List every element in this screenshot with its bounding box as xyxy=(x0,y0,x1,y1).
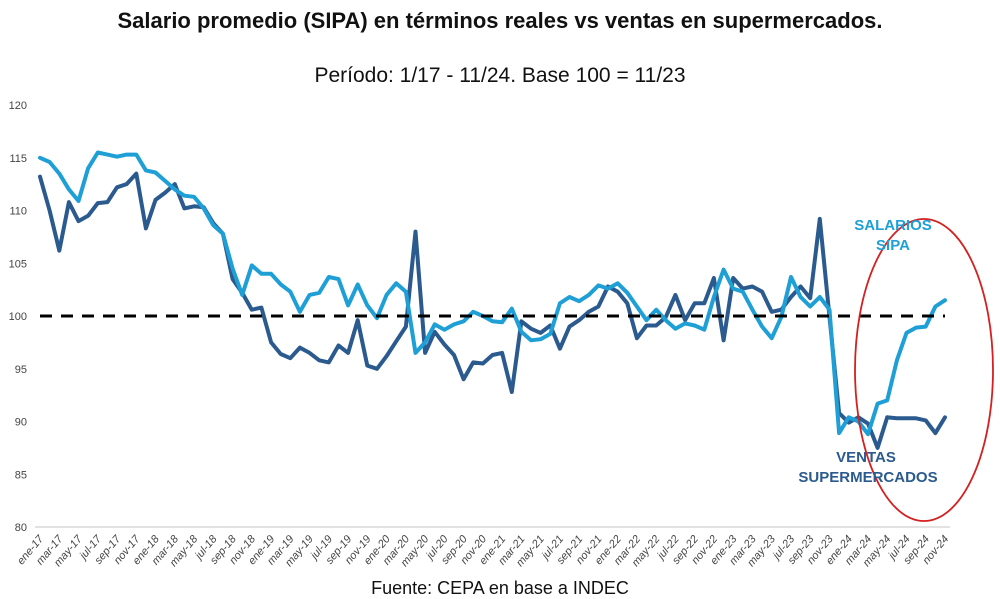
series-line-salarios-sipa xyxy=(38,150,947,437)
y-tick-label: 80 xyxy=(15,522,27,534)
y-tick-label: 105 xyxy=(9,258,27,270)
highlight-ellipse xyxy=(854,218,994,522)
y-tick-label: 120 xyxy=(9,100,27,112)
chart-subtitle: Período: 1/17 - 11/24. Base 100 = 11/23 xyxy=(314,64,686,87)
series-label-salarios: SIPA xyxy=(876,237,910,254)
series-line-ventas-supermercados xyxy=(38,171,947,450)
chart-title: Salario promedio (SIPA) en términos real… xyxy=(117,8,883,33)
y-tick-label: 110 xyxy=(9,206,27,218)
series-label-salarios: SALARIOS xyxy=(854,217,932,234)
y-tick-label: 100 xyxy=(9,311,27,323)
series-label-ventas: VENTAS xyxy=(836,449,896,466)
y-tick-label: 90 xyxy=(15,417,27,429)
chart-source: Fuente: CEPA en base a INDEC xyxy=(371,578,629,598)
y-tick-label: 115 xyxy=(9,153,27,165)
y-tick-label: 85 xyxy=(15,469,27,481)
y-tick-label: 95 xyxy=(15,364,27,376)
series-label-ventas: SUPERMERCADOS xyxy=(798,469,937,486)
